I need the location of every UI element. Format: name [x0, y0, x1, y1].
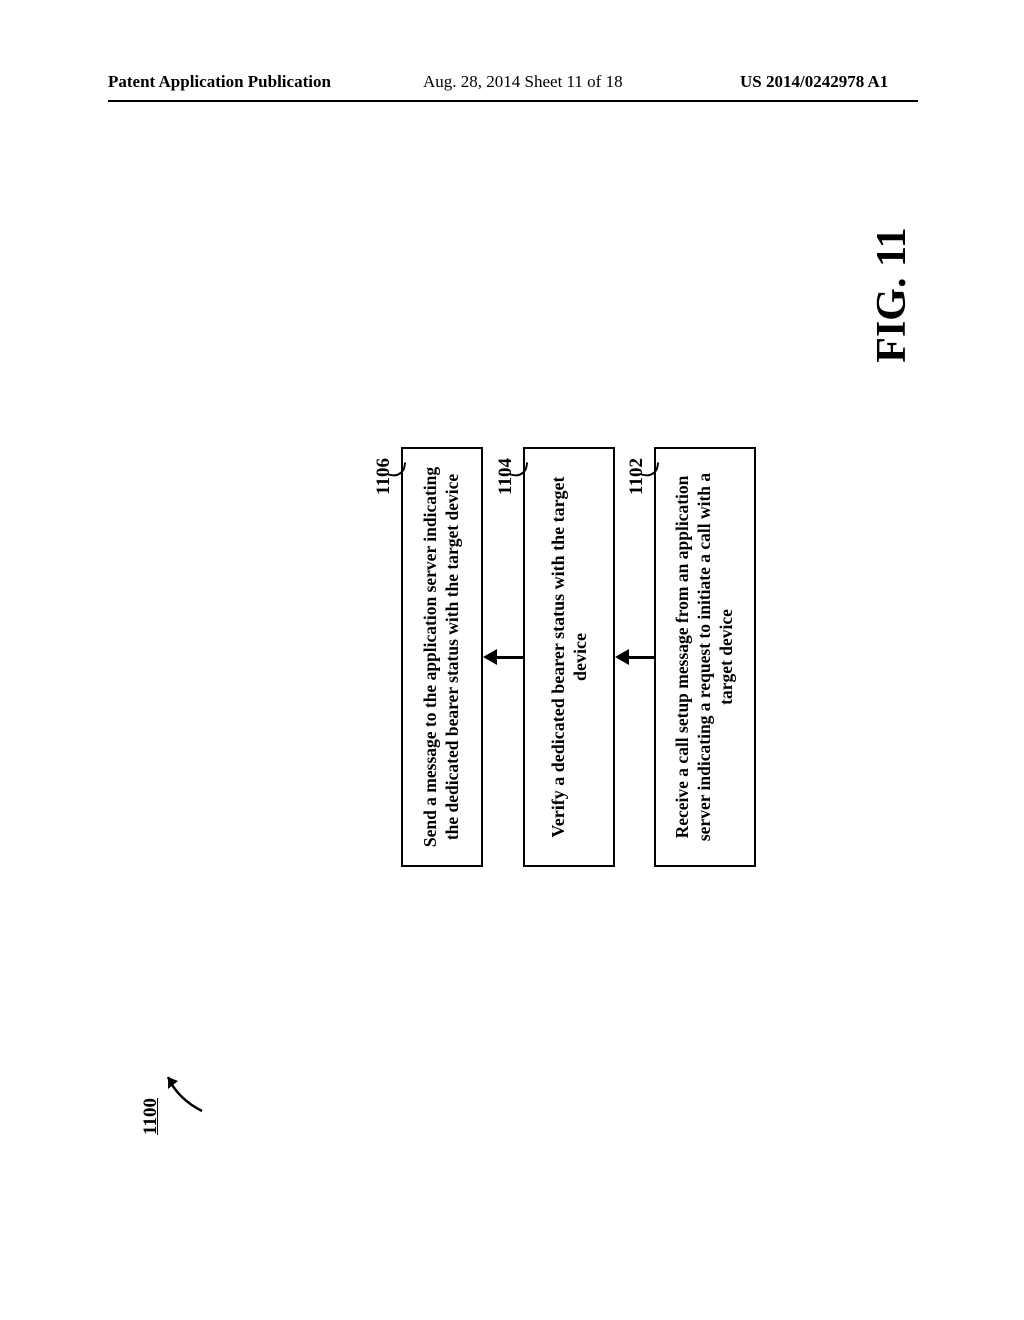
header-center-text: Aug. 28, 2014 Sheet 11 of 18 — [423, 72, 623, 92]
flow-box-1-wrap: Receive a call setup message from an app… — [654, 447, 756, 867]
header-left-text: Patent Application Publication — [108, 72, 331, 92]
page: Patent Application Publication Aug. 28, … — [0, 0, 1024, 1320]
flow-box-3: Send a message to the application server… — [401, 447, 483, 867]
header-right-text: US 2014/0242978 A1 — [740, 72, 888, 92]
page-header: Patent Application Publication Aug. 28, … — [0, 72, 1024, 102]
flow-box-2: Verify a dedicated bearer status with th… — [523, 447, 615, 867]
flow-box-3-text: Send a message to the application server… — [420, 459, 464, 855]
flow-arrow-2-shaft-icon — [495, 656, 523, 659]
flow-ref-arrow-icon — [162, 1057, 212, 1117]
flow-box-2-wrap: Verify a dedicated bearer status with th… — [523, 447, 615, 867]
flow-arrow-2 — [483, 647, 523, 667]
flow-arrow-1-shaft-icon — [627, 656, 655, 659]
flow-arrow-1 — [615, 647, 655, 667]
header-rule — [108, 100, 918, 102]
flow-box-1: Receive a call setup message from an app… — [654, 447, 756, 867]
flow-ref-group: 1100 — [140, 1015, 210, 1135]
flow-box-2-text: Verify a dedicated bearer status with th… — [547, 459, 592, 855]
flow-box-1-text: Receive a call setup message from an app… — [672, 459, 738, 855]
flow-arrow-2-head-icon — [483, 649, 497, 665]
flow-ref-label: 1100 — [140, 1098, 162, 1135]
figure-label: FIG. 11 — [868, 205, 928, 385]
figure-label-text: FIG. 11 — [869, 227, 915, 362]
flow-box-3-wrap: Send a message to the application server… — [401, 447, 483, 867]
flow-arrow-1-head-icon — [615, 649, 629, 665]
